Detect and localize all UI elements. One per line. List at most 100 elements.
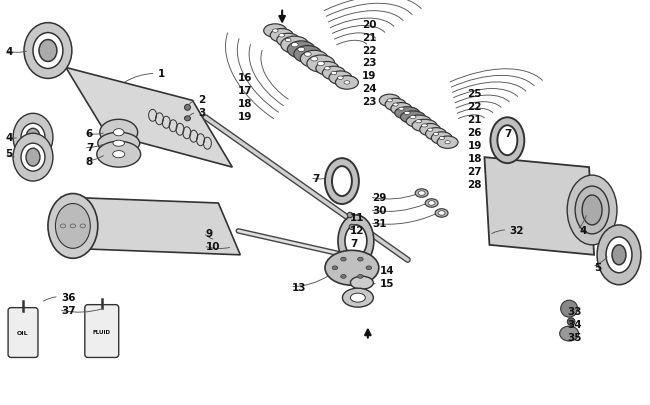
Ellipse shape	[410, 116, 416, 119]
Ellipse shape	[279, 34, 285, 38]
Ellipse shape	[331, 72, 337, 75]
Ellipse shape	[439, 137, 445, 140]
Text: FLUID: FLUID	[93, 329, 110, 334]
Ellipse shape	[606, 237, 632, 273]
Ellipse shape	[428, 201, 435, 206]
Ellipse shape	[426, 128, 447, 141]
Ellipse shape	[445, 141, 450, 145]
Ellipse shape	[428, 129, 433, 132]
Ellipse shape	[114, 129, 124, 136]
Ellipse shape	[437, 137, 458, 149]
Text: 17: 17	[239, 86, 253, 96]
Ellipse shape	[26, 149, 40, 167]
Ellipse shape	[272, 30, 278, 33]
Ellipse shape	[404, 112, 410, 115]
Ellipse shape	[418, 191, 425, 196]
Ellipse shape	[317, 62, 324, 66]
Text: 15: 15	[380, 278, 395, 288]
Text: 22: 22	[362, 45, 376, 55]
Text: OIL: OIL	[17, 330, 29, 335]
Ellipse shape	[304, 53, 311, 57]
Ellipse shape	[26, 129, 40, 147]
Text: 5: 5	[594, 262, 601, 272]
Ellipse shape	[612, 245, 626, 265]
Text: 14: 14	[380, 265, 395, 275]
Ellipse shape	[432, 132, 452, 145]
Text: 13: 13	[292, 282, 307, 292]
FancyBboxPatch shape	[8, 308, 38, 358]
Text: 24: 24	[362, 84, 376, 94]
Text: 7: 7	[86, 143, 93, 153]
Ellipse shape	[335, 77, 358, 90]
Text: 25: 25	[467, 89, 482, 99]
Text: 37: 37	[61, 305, 75, 315]
Ellipse shape	[324, 67, 330, 71]
Ellipse shape	[425, 199, 438, 208]
Text: 30: 30	[372, 205, 386, 215]
Ellipse shape	[329, 72, 352, 85]
Ellipse shape	[366, 266, 372, 270]
Ellipse shape	[322, 67, 345, 81]
Text: 18: 18	[467, 154, 482, 164]
Ellipse shape	[358, 258, 363, 261]
Ellipse shape	[185, 105, 190, 111]
Text: 26: 26	[467, 128, 482, 138]
Ellipse shape	[406, 116, 431, 128]
Text: 7: 7	[350, 238, 358, 248]
Text: 27: 27	[467, 167, 482, 177]
Text: 5: 5	[5, 149, 12, 159]
Text: 4: 4	[5, 133, 12, 143]
Ellipse shape	[325, 251, 379, 286]
Ellipse shape	[337, 77, 343, 80]
Ellipse shape	[344, 81, 350, 85]
Ellipse shape	[347, 213, 353, 218]
Ellipse shape	[597, 225, 641, 285]
Ellipse shape	[33, 34, 63, 69]
Text: 7: 7	[312, 174, 319, 183]
Ellipse shape	[345, 225, 367, 257]
Ellipse shape	[98, 133, 140, 155]
Ellipse shape	[311, 58, 318, 62]
Ellipse shape	[387, 100, 393, 102]
FancyBboxPatch shape	[84, 305, 119, 358]
Ellipse shape	[438, 211, 445, 216]
Ellipse shape	[21, 144, 45, 172]
Ellipse shape	[582, 196, 602, 225]
Ellipse shape	[491, 118, 525, 164]
Ellipse shape	[412, 120, 437, 132]
Ellipse shape	[264, 25, 287, 38]
Ellipse shape	[497, 126, 517, 156]
Ellipse shape	[112, 151, 125, 158]
Ellipse shape	[21, 124, 45, 152]
Text: 3: 3	[198, 108, 205, 118]
Ellipse shape	[316, 62, 339, 76]
Text: 6: 6	[86, 129, 93, 139]
Ellipse shape	[48, 194, 98, 259]
Ellipse shape	[567, 318, 575, 326]
Text: 19: 19	[362, 71, 376, 81]
Ellipse shape	[343, 288, 373, 307]
Text: 9: 9	[205, 228, 213, 238]
Ellipse shape	[421, 125, 428, 128]
Ellipse shape	[385, 99, 406, 111]
Text: 18: 18	[239, 99, 253, 109]
Ellipse shape	[285, 39, 291, 43]
Text: 19: 19	[239, 112, 253, 122]
Ellipse shape	[561, 301, 578, 318]
Text: 20: 20	[362, 19, 376, 30]
Ellipse shape	[350, 294, 365, 303]
Ellipse shape	[560, 326, 578, 341]
Text: 7: 7	[504, 129, 512, 139]
Ellipse shape	[358, 275, 363, 279]
Ellipse shape	[298, 48, 305, 52]
Polygon shape	[66, 68, 232, 168]
Text: 4: 4	[579, 225, 586, 235]
Ellipse shape	[332, 266, 338, 270]
Ellipse shape	[338, 215, 374, 267]
Ellipse shape	[39, 40, 57, 62]
Ellipse shape	[294, 47, 322, 64]
Text: 11: 11	[350, 213, 365, 222]
Text: 36: 36	[61, 292, 75, 302]
Ellipse shape	[434, 133, 439, 136]
Ellipse shape	[307, 56, 335, 73]
